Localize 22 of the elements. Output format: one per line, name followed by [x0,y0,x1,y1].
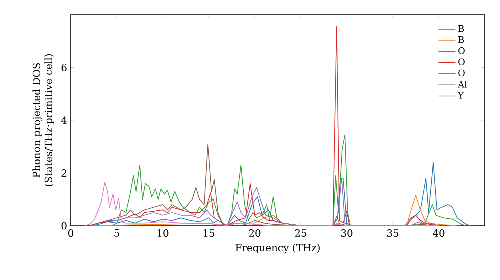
y-tick-label: 0 [62,222,67,230]
legend-label: B [458,36,464,44]
y-tick-label: 6 [62,64,67,72]
x-tick-label: 5 [114,230,120,237]
legend-label: B [458,26,464,32]
legend-label: Al [458,80,468,88]
x-tick-label: 0 [68,230,74,238]
legend-label: O [458,70,465,77]
x-tick-label: 10 [158,230,169,238]
x-tick-label: 25 [295,230,307,238]
legend-label: Y [458,92,464,99]
x-tick-label: 40 [432,230,445,238]
legend-label: O [458,58,465,66]
y-tick-label: 4 [61,116,67,124]
x-axis-title: Frequency (THz) [236,244,320,254]
x-tick-label: 15 [204,230,215,238]
x-tick-label: 30 [341,230,353,238]
x-tick-label: 35 [387,230,399,238]
legend-label: O [458,48,465,54]
y-axis-title: Phonon projected DOS (States/THz·primitive cell) [32,54,54,186]
x-tick-label: 20 [249,230,261,238]
y-tick-label: 2 [62,170,66,177]
